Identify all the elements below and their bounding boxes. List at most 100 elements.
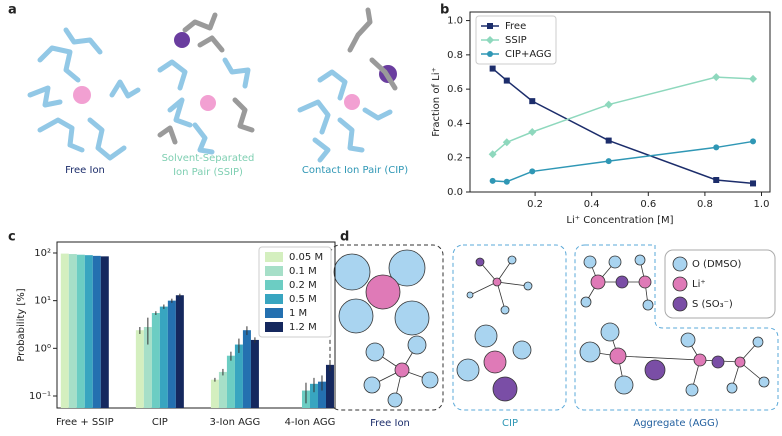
marker — [750, 180, 757, 187]
marker — [486, 36, 494, 44]
bar — [76, 254, 85, 408]
bar — [218, 371, 227, 408]
marker — [528, 128, 537, 136]
molecule-ssip — [157, 12, 255, 155]
label-ssip: Ion Pair (SSIP) — [173, 167, 243, 178]
x-tick-label: CIP — [152, 417, 168, 428]
bar — [84, 255, 93, 408]
label-cip: Contact Ion Pair (CIP) — [302, 165, 408, 176]
panel-label: d — [340, 230, 349, 245]
bar — [242, 330, 251, 408]
legend-box — [664, 249, 776, 319]
bar — [226, 355, 235, 408]
legend-label: 0.05 M — [289, 252, 323, 263]
x-tick-label: 0.2 — [527, 199, 543, 210]
bar — [234, 344, 243, 408]
bar — [60, 253, 69, 408]
legend-label: 1.2 M — [289, 322, 317, 333]
y-tick-label: 0.0 — [447, 187, 463, 198]
y-tick-label: 10² — [34, 248, 51, 259]
bar — [317, 381, 326, 408]
legend-label: 0.5 M — [289, 294, 317, 305]
marker — [604, 100, 613, 109]
bar — [309, 383, 318, 408]
cip-box — [452, 244, 567, 411]
bar — [100, 256, 109, 408]
y-axis-label: Fraction of Li⁺ — [431, 67, 442, 137]
x-axis-label: Li⁺ Concentration [M] — [566, 215, 673, 226]
marker — [487, 23, 493, 29]
legend-swatch — [265, 280, 283, 290]
li-ion — [73, 86, 91, 104]
legend-label: Free — [505, 21, 526, 32]
bar — [143, 327, 152, 408]
marker — [503, 178, 510, 185]
legend-label: 0.2 M — [289, 280, 317, 291]
plot-frame — [56, 241, 336, 409]
panel-label: c — [8, 230, 16, 245]
y-tick-label: 10⁰ — [34, 343, 51, 354]
legend-label: SSIP — [505, 35, 527, 46]
bar — [175, 295, 184, 408]
label-agg: Aggregate (AGG) — [633, 418, 718, 429]
li-ion — [200, 95, 216, 111]
x-tick-label: Free + SSIP — [56, 417, 114, 428]
legend-label: Li⁺ — [692, 279, 706, 290]
x-tick-label: 4-Ion AGG — [285, 417, 336, 428]
series-line — [492, 76, 754, 155]
series-line — [492, 67, 754, 185]
agg-clusters — [579, 254, 770, 397]
legend-label: O (DMSO) — [692, 259, 741, 270]
x-tick-label: 0.4 — [584, 199, 600, 210]
agg-box — [574, 244, 779, 411]
label-free-ion: Free Ion — [370, 418, 410, 429]
marker — [605, 137, 612, 144]
molecule-cip — [297, 7, 398, 163]
bar — [250, 339, 259, 408]
bar — [92, 255, 101, 408]
anion — [174, 32, 190, 48]
free-ion-clusters — [333, 249, 439, 408]
y-tick-label: 0.8 — [447, 50, 463, 61]
legend-swatch — [265, 252, 283, 262]
marker — [487, 51, 493, 57]
y-tick-label: 0.6 — [447, 84, 463, 95]
legend-swatch — [265, 308, 283, 318]
marker — [713, 177, 720, 183]
legend-box — [475, 15, 557, 65]
x-tick-label: 0.6 — [640, 199, 656, 210]
legend-swatch — [265, 294, 283, 304]
marker — [488, 150, 497, 159]
marker — [489, 177, 496, 184]
y-tick-label: 0.4 — [447, 118, 463, 129]
x-tick-label: 3-Ion AGG — [210, 417, 261, 428]
marker — [529, 168, 536, 175]
legend-label: CIP+AGG — [505, 49, 552, 60]
y-tick-label: 10¹ — [34, 296, 51, 307]
marker — [502, 138, 511, 147]
y-tick-label: 1.0 — [447, 16, 463, 27]
cip-clusters — [456, 255, 533, 402]
bar — [167, 300, 176, 408]
marker — [712, 73, 721, 82]
legend-swatch — [672, 256, 688, 272]
marker — [749, 74, 758, 83]
li-ion — [344, 94, 360, 110]
bar — [325, 364, 334, 408]
bar — [210, 379, 219, 408]
legend-swatch — [672, 276, 688, 292]
label-cip: CIP — [502, 418, 518, 429]
y-tick-label: 10⁻¹ — [29, 391, 51, 402]
y-tick-label: 0.2 — [447, 153, 463, 164]
x-tick-label: 0.8 — [697, 199, 713, 210]
legend-swatch — [265, 322, 283, 332]
bar — [159, 306, 168, 408]
marker — [605, 158, 612, 165]
bar — [68, 254, 77, 408]
plot-frame — [469, 11, 771, 193]
marker — [750, 138, 757, 145]
molecule-free — [27, 27, 141, 161]
legend-label: 1 M — [289, 308, 307, 319]
marker — [713, 144, 720, 151]
